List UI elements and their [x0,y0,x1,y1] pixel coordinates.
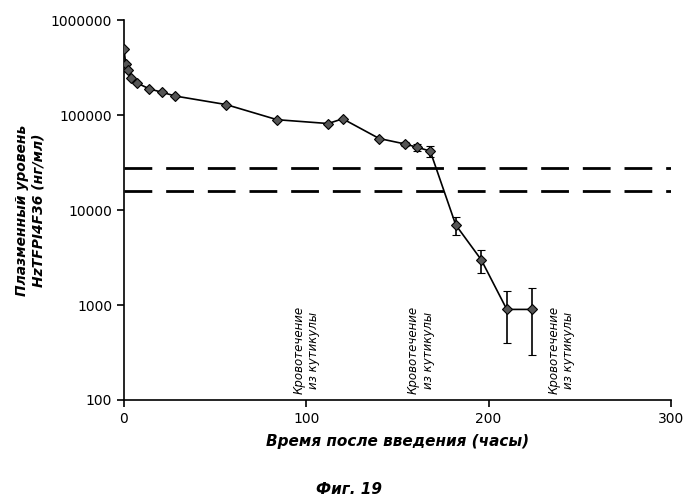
X-axis label: Время после введения (часы): Время после введения (часы) [266,434,529,449]
Text: Кровотечение
из кутикулы: Кровотечение из кутикулы [547,306,575,394]
Y-axis label: Плазменный уровень
HzTFPI4F36 (нг/мл): Плазменный уровень HzTFPI4F36 (нг/мл) [15,125,45,296]
Text: Кровотечение
из кутикулы: Кровотечение из кутикулы [292,306,320,394]
Text: Кровотечение
из кутикулы: Кровотечение из кутикулы [407,306,435,394]
Text: Фиг. 19: Фиг. 19 [317,482,382,497]
